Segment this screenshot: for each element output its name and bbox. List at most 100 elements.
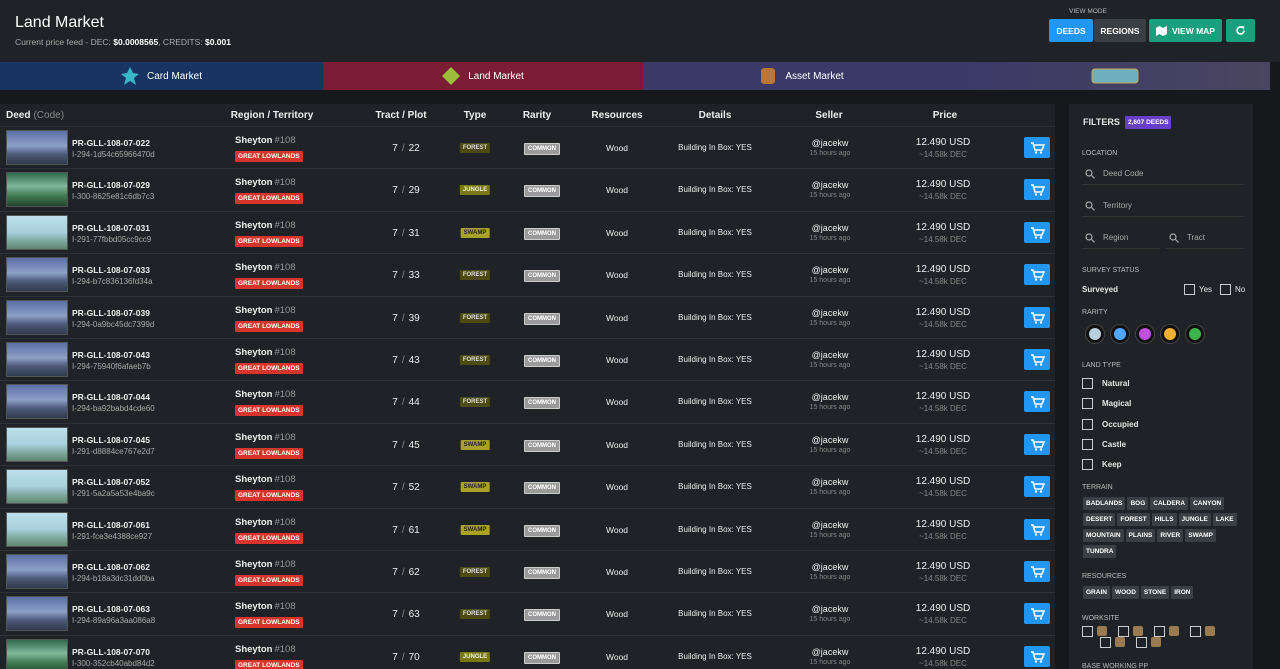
buy-button[interactable] bbox=[1024, 221, 1050, 243]
terrain-chip[interactable]: JUNGLE bbox=[1178, 513, 1211, 526]
spacer bbox=[1270, 62, 1280, 90]
deeds-button[interactable]: DEEDS bbox=[1049, 19, 1093, 42]
terrain-chip[interactable]: HILLS bbox=[1151, 513, 1177, 526]
seller[interactable]: @jacekw bbox=[811, 180, 849, 191]
terrain-chip[interactable]: CALDERA bbox=[1150, 497, 1189, 510]
tract: 7 bbox=[392, 439, 398, 451]
buy-button[interactable] bbox=[1024, 306, 1050, 328]
territory-badge: GREAT LOWLANDS bbox=[235, 193, 303, 205]
region-name: Sheyton bbox=[235, 304, 273, 316]
land-type-checkbox[interactable] bbox=[1082, 459, 1093, 471]
rarity-option[interactable] bbox=[1136, 325, 1154, 343]
buy-button[interactable] bbox=[1024, 561, 1050, 582]
seller-column-header: Seller bbox=[815, 110, 843, 121]
resource-chip[interactable]: GRAIN bbox=[1083, 586, 1110, 599]
seller[interactable]: @jacekw bbox=[811, 646, 849, 657]
resource-chip[interactable]: IRON bbox=[1171, 586, 1194, 599]
buy-button[interactable] bbox=[1024, 264, 1050, 286]
terrain-chips: BADLANDS BOG CALDERA CANYON DESERT FOREST HILL… bbox=[1083, 497, 1248, 561]
search-input[interactable]: Region bbox=[1082, 227, 1160, 249]
terrain-chip[interactable]: LAKE bbox=[1212, 513, 1237, 526]
rarity-option[interactable] bbox=[1111, 325, 1129, 343]
land-market-tab[interactable]: Land Market bbox=[323, 62, 643, 90]
terrain-chip[interactable]: TUNDRA bbox=[1083, 545, 1117, 558]
resource-chip[interactable]: STONE bbox=[1140, 586, 1170, 599]
buy-button[interactable] bbox=[1024, 518, 1050, 540]
seller[interactable]: @jacekw bbox=[811, 562, 849, 572]
resource: Wood bbox=[605, 609, 629, 620]
no-checkbox[interactable] bbox=[1220, 284, 1231, 295]
seller[interactable]: @jacekw bbox=[811, 307, 849, 318]
land-type-option: Magical bbox=[1102, 399, 1132, 409]
buy-button[interactable] bbox=[1024, 391, 1050, 413]
seller[interactable]: @jacekw bbox=[811, 350, 849, 360]
terrain-chip[interactable]: RIVER bbox=[1157, 529, 1184, 542]
buy-button[interactable] bbox=[1024, 603, 1050, 625]
seller[interactable]: @jacekw bbox=[811, 477, 849, 488]
seller[interactable]: @jacekw bbox=[811, 519, 849, 530]
resource: Wood bbox=[605, 439, 629, 450]
region-name: Sheyton bbox=[235, 135, 273, 146]
refresh-button[interactable] bbox=[1226, 19, 1255, 42]
tract-plot: 733 bbox=[392, 270, 419, 281]
seller[interactable]: @jacekw bbox=[811, 434, 849, 445]
search-input[interactable]: Territory bbox=[1082, 195, 1244, 217]
land-type-checkbox[interactable] bbox=[1082, 378, 1093, 389]
yes-checkbox[interactable] bbox=[1184, 284, 1195, 295]
buy-button[interactable] bbox=[1024, 645, 1050, 667]
buy-button[interactable] bbox=[1024, 137, 1050, 158]
buy-button[interactable] bbox=[1024, 476, 1050, 498]
worksite-checkbox[interactable] bbox=[1136, 637, 1147, 648]
no-label: No bbox=[1235, 285, 1246, 294]
resource-chip[interactable]: WOOD bbox=[1111, 586, 1139, 599]
rarity-option[interactable] bbox=[1086, 325, 1104, 343]
seller[interactable]: @jacekw bbox=[811, 138, 849, 148]
land-type-checkbox[interactable] bbox=[1082, 398, 1093, 410]
land-type-checkbox[interactable] bbox=[1082, 438, 1093, 450]
search-input[interactable]: Tract bbox=[1166, 227, 1244, 249]
terrain-chip[interactable]: PLAINS bbox=[1125, 529, 1156, 542]
price-column-header[interactable]: Price bbox=[932, 110, 958, 121]
base-working-label: BASE WORKING PP bbox=[1082, 663, 1149, 669]
terrain-chip[interactable]: MOUNTAIN bbox=[1083, 529, 1124, 542]
search-input[interactable]: Deed Code bbox=[1082, 163, 1244, 185]
seller[interactable]: @jacekw bbox=[811, 604, 849, 615]
cart-icon bbox=[1031, 481, 1046, 493]
deed-thumbnail bbox=[6, 638, 68, 669]
seller[interactable]: @jacekw bbox=[811, 222, 849, 233]
terrain-chip[interactable]: DESERT bbox=[1083, 513, 1116, 526]
view-map-button[interactable]: VIEW MAP bbox=[1149, 19, 1222, 42]
deed-code: PR-GLL-108-07-061 bbox=[72, 519, 150, 530]
terrain-chip[interactable]: BOG bbox=[1127, 497, 1149, 510]
terrain-chip[interactable]: CANYON bbox=[1190, 497, 1225, 510]
worksite-checkbox[interactable] bbox=[1118, 626, 1129, 637]
terrain-chip[interactable]: FOREST bbox=[1117, 513, 1150, 526]
terrain-chip[interactable]: BADLANDS bbox=[1083, 497, 1126, 510]
game-logo-tab[interactable] bbox=[960, 62, 1270, 90]
card-market-tab[interactable]: Card Market bbox=[0, 62, 323, 90]
land-type-label: LAND TYPE bbox=[1082, 362, 1121, 369]
rarity-badge: COMMON bbox=[524, 312, 560, 325]
price-dec: ~14.58k DEC bbox=[919, 319, 967, 329]
asset-market-tab[interactable]: Asset Market bbox=[643, 62, 960, 90]
rarity-column-header[interactable]: Rarity bbox=[522, 110, 552, 121]
worksite-checkbox[interactable] bbox=[1100, 637, 1111, 648]
seller[interactable]: @jacekw bbox=[811, 265, 849, 276]
worksite-checkbox[interactable] bbox=[1082, 626, 1093, 637]
seller[interactable]: @jacekw bbox=[811, 392, 849, 403]
land-type-checkbox[interactable] bbox=[1082, 418, 1093, 430]
worksite-checkbox[interactable] bbox=[1190, 626, 1201, 637]
buy-button[interactable] bbox=[1024, 433, 1050, 455]
buy-button[interactable] bbox=[1024, 349, 1050, 370]
rarity-option[interactable] bbox=[1186, 325, 1204, 343]
regions-button[interactable]: REGIONS bbox=[1094, 19, 1146, 42]
deed-count-badge: 2,607 DEEDS bbox=[1125, 116, 1172, 129]
terrain-chip[interactable]: SWAMP bbox=[1185, 529, 1216, 542]
buy-button[interactable] bbox=[1024, 179, 1050, 201]
listed-time: 15 hours ago bbox=[809, 277, 851, 285]
rarity-option[interactable] bbox=[1161, 325, 1179, 343]
page-title: Land Market bbox=[15, 14, 104, 31]
tract-plot: 739 bbox=[392, 313, 419, 324]
type-column-header: Type bbox=[463, 110, 487, 121]
worksite-checkbox[interactable] bbox=[1154, 626, 1165, 637]
